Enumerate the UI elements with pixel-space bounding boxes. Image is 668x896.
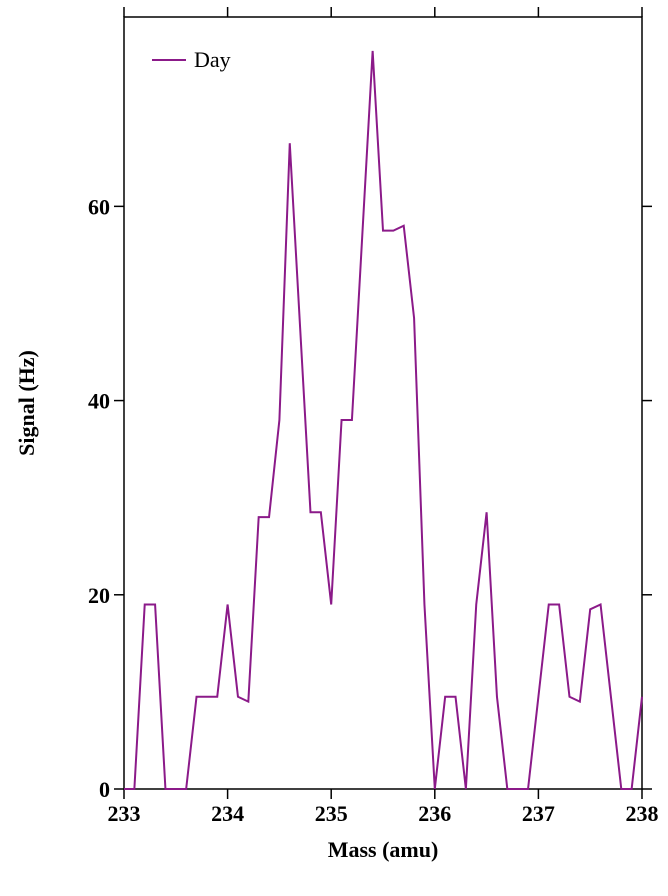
data-line (124, 50, 643, 790)
x-tick-label: 236 (418, 801, 451, 826)
y-tick-label: 60 (88, 194, 110, 219)
x-tick-label: 234 (211, 801, 244, 826)
y-tick-label: 40 (88, 389, 110, 414)
x-tick-label: 237 (522, 801, 555, 826)
y-tick-label: 0 (99, 777, 110, 802)
x-tick-label: 235 (315, 801, 348, 826)
plot-frame (123, 16, 643, 790)
legend-label: Day (194, 47, 231, 72)
y-axis-label: Signal (Hz) (14, 350, 39, 456)
x-tick-label: 238 (626, 801, 659, 826)
y-tick-label: 20 (88, 583, 110, 608)
x-tick-label: 233 (108, 801, 141, 826)
x-axis-label: Mass (amu) (328, 837, 439, 862)
